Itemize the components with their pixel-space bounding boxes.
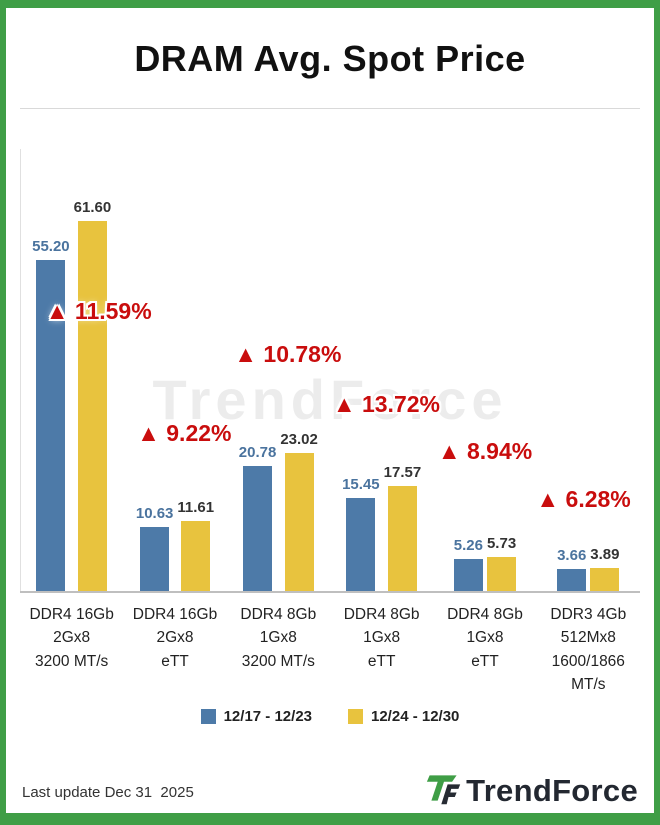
bar-column: 20.78 xyxy=(238,444,277,591)
bar-column: 10.63 xyxy=(135,505,174,591)
category-label: DDR4 8Gb 1Gx8 eTT xyxy=(343,606,420,670)
brand-name: TrendForce xyxy=(466,772,638,808)
bar-group-2: 10.63 11.61 xyxy=(123,499,226,591)
legend-swatch-yellow xyxy=(348,709,363,724)
bar-series1 xyxy=(140,527,170,591)
value-label-series2: 61.60 xyxy=(73,199,112,217)
legend-item-series2: 12/24 - 12/30 xyxy=(348,708,459,725)
change-label: ▲ 8.94% xyxy=(437,438,533,464)
bar-group-3: 20.78 23.02 xyxy=(227,431,330,591)
value-label-series1: 20.78 xyxy=(238,444,277,462)
bar-series1 xyxy=(346,498,376,591)
bar-chart: TrendForce 55.20 61.60 10.63 11.61 xyxy=(20,119,640,593)
bar-series2 xyxy=(181,521,211,591)
last-update-text: Last update Dec 31 2025 xyxy=(22,784,194,801)
category-label: DDR3 4Gb 512Mx8 1600/1866 MT/s xyxy=(550,606,627,693)
bar-column: 15.45 xyxy=(342,476,380,591)
value-label-series1: 5.26 xyxy=(453,537,483,555)
value-label-series2: 5.73 xyxy=(486,534,517,552)
legend: 12/17 - 12/23 12/24 - 12/30 xyxy=(6,708,654,725)
bar-column: 17.57 xyxy=(383,463,422,591)
bar-series2 xyxy=(387,485,417,591)
bar-series2 xyxy=(487,556,517,591)
page-title: DRAM Avg. Spot Price xyxy=(134,38,526,79)
trendforce-logo-icon xyxy=(426,770,462,811)
bar-series1 xyxy=(453,559,483,591)
bar-series1 xyxy=(243,466,273,591)
bar-column: 55.20 xyxy=(32,238,70,591)
legend-item-series1: 12/17 - 12/23 xyxy=(200,708,312,725)
footer: Last update Dec 31 2025 TrendForce xyxy=(6,770,654,811)
bar-series2 xyxy=(284,452,314,591)
legend-swatch-blue xyxy=(200,709,216,724)
bar-group-5: 5.26 5.73 xyxy=(433,535,536,591)
bar-column: 5.26 xyxy=(454,537,483,591)
value-label-series1: 10.63 xyxy=(135,505,174,523)
change-label: ▲ 10.78% xyxy=(234,341,342,367)
category-label: DDR4 8Gb 1Gx8 3200 MT/s xyxy=(240,606,317,670)
change-label: ▲ 11.59% xyxy=(45,298,152,324)
bar-group-4: 15.45 17.57 xyxy=(330,464,433,591)
value-label-series1: 15.45 xyxy=(342,476,380,494)
bar-group-6: 3.66 3.89 xyxy=(537,546,640,591)
value-label-series2: 23.02 xyxy=(280,430,318,448)
change-label: ▲ 13.72% xyxy=(332,391,440,417)
bar-column: 5.73 xyxy=(487,535,516,591)
x-axis-labels: DDR4 16Gb 2Gx8 3200 MT/s DDR4 16Gb 2Gx8 … xyxy=(20,603,640,696)
value-label-series1: 55.20 xyxy=(32,237,70,255)
bar-groups: 55.20 61.60 10.63 11.61 xyxy=(20,119,640,591)
bar-series2 xyxy=(77,221,107,591)
bar-series1 xyxy=(36,259,66,591)
brand-logo: TrendForce xyxy=(426,770,638,811)
bar-column: 61.60 xyxy=(73,199,112,591)
change-label: ▲ 9.22% xyxy=(137,420,232,446)
category-label: DDR4 8Gb 1Gx8 eTT xyxy=(447,606,523,670)
bar-column: 11.61 xyxy=(177,499,214,591)
value-label-series2: 17.57 xyxy=(383,463,422,481)
legend-label: 12/17 - 12/23 xyxy=(223,708,312,725)
legend-label: 12/24 - 12/30 xyxy=(371,708,460,725)
bar-column: 23.02 xyxy=(280,431,318,591)
bar-column: 3.89 xyxy=(590,545,620,591)
value-label-series2: 11.61 xyxy=(177,499,215,517)
category-label: DDR4 16Gb 2Gx8 eTT xyxy=(132,606,218,670)
change-label: ▲ 6.28% xyxy=(536,486,631,512)
bar-series1 xyxy=(557,569,587,591)
value-label-series1: 3.66 xyxy=(557,547,587,564)
bar-group-1: 55.20 61.60 xyxy=(20,199,123,591)
bar-series2 xyxy=(590,567,620,591)
value-label-series2: 3.89 xyxy=(590,545,620,563)
category-label: DDR4 16Gb 2Gx8 3200 MT/s xyxy=(29,606,114,670)
title-divider xyxy=(20,108,640,109)
bar-column: 3.66 xyxy=(557,547,586,591)
